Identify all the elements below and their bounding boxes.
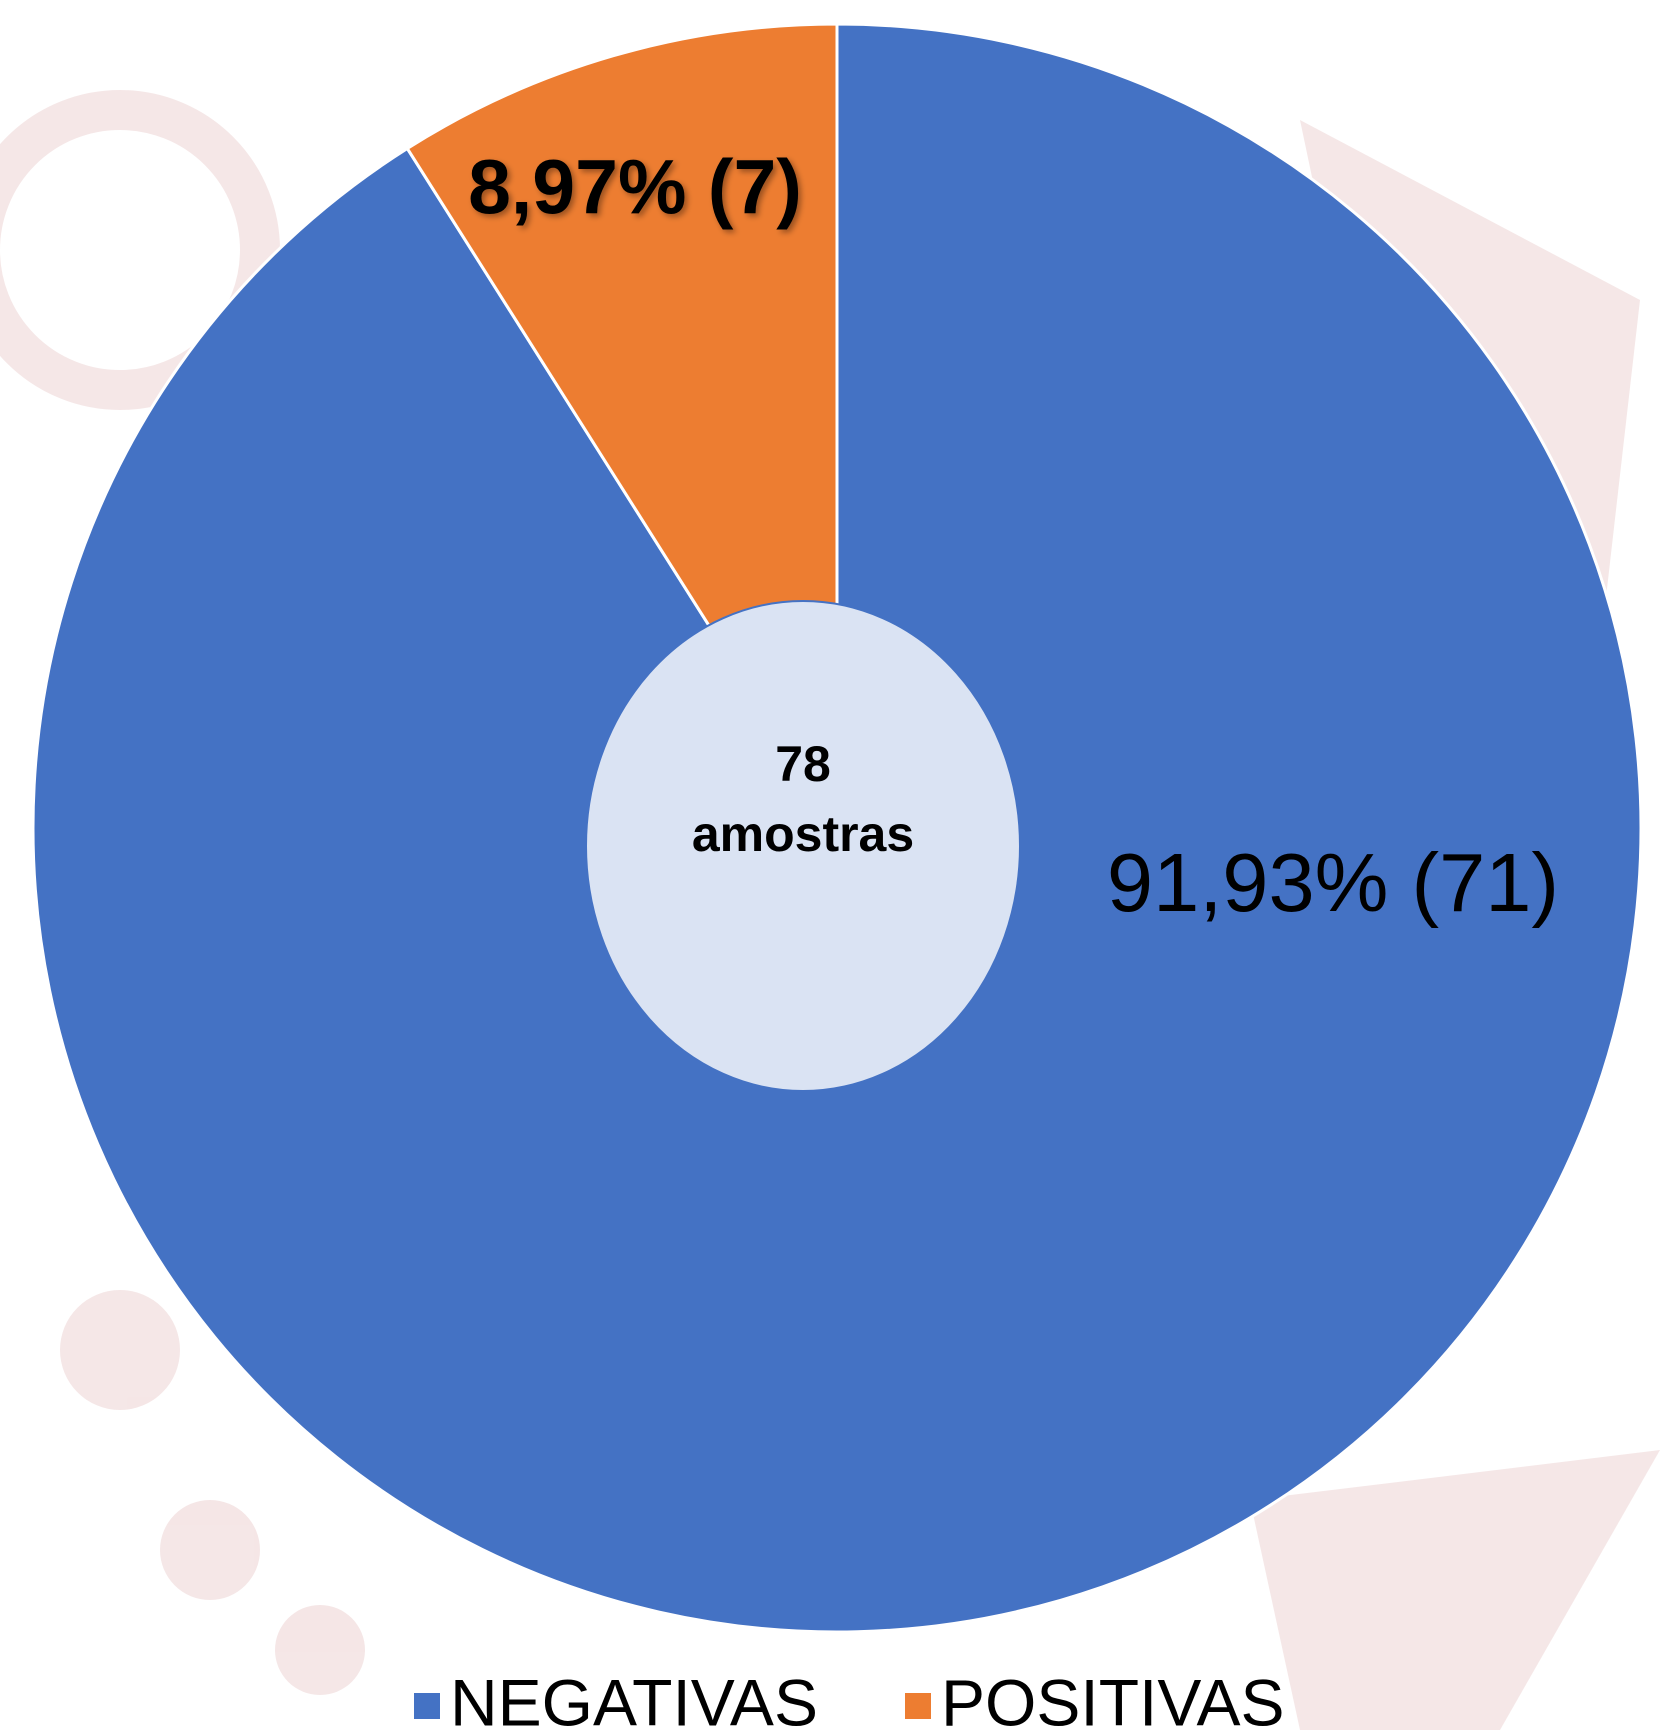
legend-label: POSITIVAS <box>941 1665 1285 1732</box>
legend-swatch <box>414 1693 440 1719</box>
chart: 78 amostras 91,93% (71) 8,97% (7) NEGATIVA… <box>0 0 1661 1732</box>
center-text: amostras <box>692 806 914 862</box>
data-label: 8,97% (7) <box>468 144 802 230</box>
data-label: 91,93% (71) <box>1107 836 1559 929</box>
center-text: 78 <box>775 736 831 792</box>
legend-label: NEGATIVAS <box>450 1665 818 1732</box>
page: 78 amostras 91,93% (71) 8,97% (7) NEGATIVA… <box>0 0 1661 1732</box>
legend-swatch <box>905 1693 931 1719</box>
